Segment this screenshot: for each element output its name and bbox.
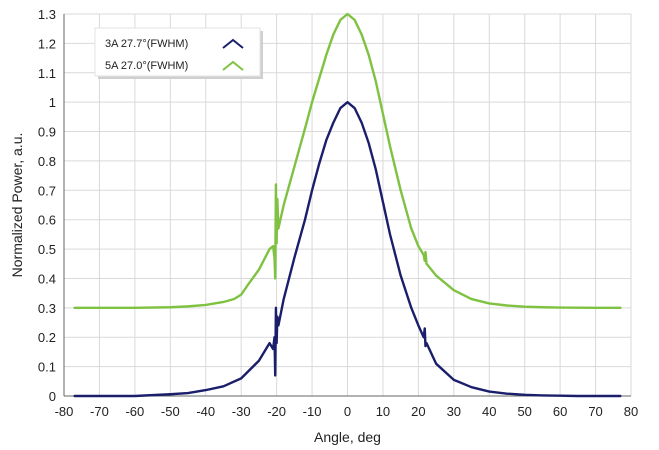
x-tick-label: 30 — [447, 404, 461, 419]
legend-swatch — [222, 38, 244, 49]
x-tick-label: -70 — [90, 404, 109, 419]
x-tick-label: -80 — [55, 404, 74, 419]
series-layer — [73, 12, 622, 398]
y-tick-label: 1.2 — [38, 36, 56, 51]
y-tick-label: 0.9 — [38, 125, 56, 140]
x-tick-label: -10 — [303, 404, 322, 419]
legend-label: 3A 27.7°(FWHM) — [105, 38, 188, 50]
x-tick-label: -60 — [125, 404, 144, 419]
y-tick-label: 0.2 — [38, 330, 56, 345]
y-tick-label: 1.3 — [38, 7, 56, 22]
x-tick-label: -20 — [267, 404, 286, 419]
y-tick-label: 0.1 — [38, 360, 56, 375]
x-tick-label: 0 — [344, 404, 351, 419]
legend-swatch — [222, 60, 244, 71]
x-tick-label: 50 — [517, 404, 531, 419]
y-tick-label: 0.3 — [38, 301, 56, 316]
y-tick-label: 0.4 — [38, 271, 56, 286]
x-tick-label: 40 — [482, 404, 496, 419]
y-tick-label: 1 — [49, 95, 56, 110]
y-tick-label: 0.8 — [38, 154, 56, 169]
x-tick-label: -30 — [232, 404, 251, 419]
legend-label: 5A 27.0°(FWHM) — [105, 60, 188, 72]
y-tick-label: 0.6 — [38, 213, 56, 228]
legend-box — [94, 27, 261, 77]
x-tick-label: 10 — [376, 404, 390, 419]
x-tick-label: 70 — [588, 404, 602, 419]
y-tick-label: 0.7 — [38, 183, 56, 198]
series-line-5a — [73, 12, 622, 310]
x-axis-title: Angle, deg — [314, 429, 381, 445]
x-tick-label: 60 — [553, 404, 567, 419]
x-tick-label: -40 — [196, 404, 215, 419]
x-tick-label: -50 — [161, 404, 180, 419]
y-axis-title: Normalized Power, a.u. — [9, 133, 25, 278]
x-tick-label: 80 — [624, 404, 638, 419]
legend: 3A 27.7°(FWHM) 5A 27.0°(FWHM) — [94, 27, 263, 79]
x-tick-label: 20 — [411, 404, 425, 419]
y-tick-label: 0.5 — [38, 242, 56, 257]
y-tick-label: 0 — [49, 389, 56, 404]
y-tick-label: 1.1 — [38, 66, 56, 81]
series-line-3a — [73, 100, 622, 398]
